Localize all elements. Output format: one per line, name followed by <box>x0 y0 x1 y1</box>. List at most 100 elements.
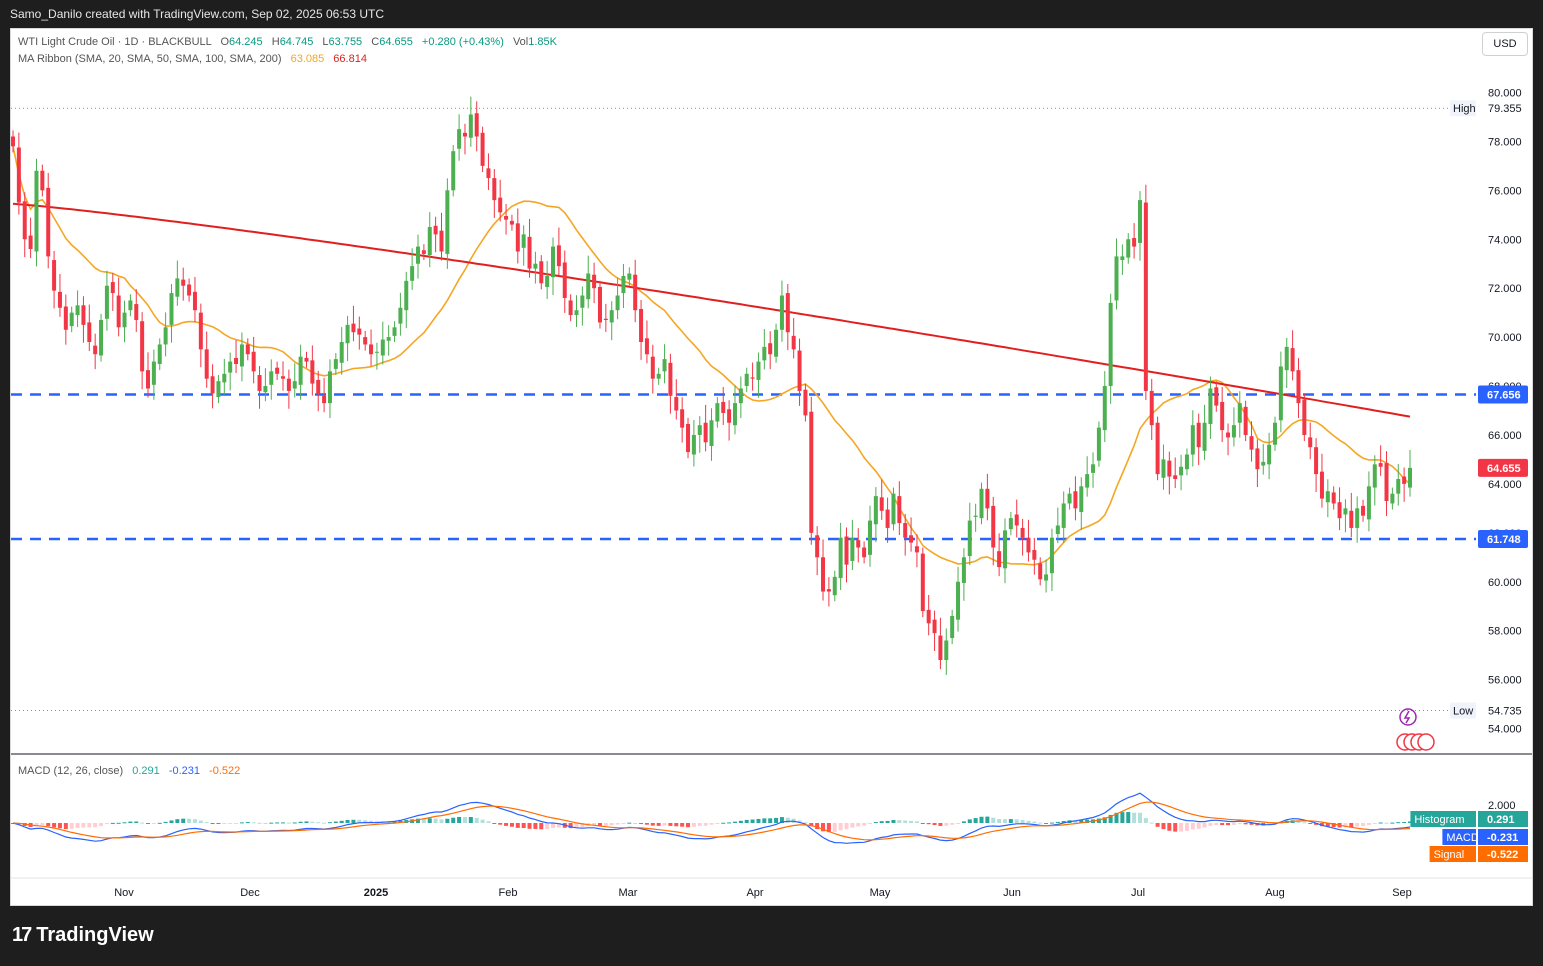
macd-histogram-bar <box>991 817 996 823</box>
macd-histogram-bar <box>1349 823 1354 828</box>
price-axis-tick: 60.000 <box>1488 577 1522 589</box>
ma-label[interactable]: MA Ribbon (SMA, 20, SMA, 50, SMA, 100, S… <box>18 53 282 65</box>
candle-body <box>668 362 673 396</box>
candle-body <box>656 373 661 379</box>
macd-histogram-bar <box>416 818 421 823</box>
low-value: 63.755 <box>328 36 363 48</box>
macd-histogram-bar <box>944 823 949 826</box>
candle-body <box>187 284 192 296</box>
macd-histogram-bar <box>210 823 215 824</box>
macd-histogram-bar <box>228 823 233 824</box>
candle-body <box>738 388 743 404</box>
macd-histogram-bar <box>327 822 332 824</box>
macd-tag-value: -0.231 <box>1487 832 1518 844</box>
candle-body <box>486 168 491 179</box>
macd-line <box>12 792 1411 844</box>
chart-frame[interactable] <box>10 28 1533 906</box>
macd-histogram-bar <box>1249 823 1254 825</box>
macd-label[interactable]: MACD (12, 26, close) <box>18 765 124 777</box>
currency-button[interactable]: USD <box>1482 32 1528 56</box>
macd-histogram-bar <box>1044 823 1049 824</box>
macd-histogram-bar <box>803 822 808 824</box>
macd-histogram-bar <box>468 817 473 823</box>
macd-histogram-bar <box>515 823 520 828</box>
macd-histogram-bar <box>1143 818 1148 823</box>
time-axis-label: 2025 <box>364 887 388 899</box>
macd-legend: MACD (12, 26, close) 0.291 -0.231 -0.522 <box>18 765 240 777</box>
candle-body <box>1372 464 1377 488</box>
macd-tag-name-box <box>1410 811 1476 827</box>
tradingview-brand[interactable]: 17 TradingView <box>12 924 154 947</box>
macd-histogram-bar <box>116 822 121 824</box>
macd-histogram-bar <box>292 822 297 824</box>
candle-body <box>46 187 51 257</box>
candle-body <box>838 537 843 579</box>
macd-signal-line <box>12 801 1411 841</box>
macd-histogram-bar <box>1378 822 1383 824</box>
macd-histogram-bar <box>762 818 767 823</box>
symbol-label[interactable]: WTI Light Crude Oil · 1D · BLACKBULL <box>18 36 212 48</box>
candle-body <box>404 280 409 311</box>
macd-histogram-bar <box>603 823 608 826</box>
macd-histogram-bar <box>351 819 356 823</box>
candle-body <box>1014 514 1019 526</box>
macd-histogram-bar <box>1079 819 1084 823</box>
macd-histogram-bar <box>93 823 98 828</box>
macd-histogram-bar <box>938 823 943 826</box>
macd-histogram-bar <box>163 821 168 823</box>
macd-histogram-bar <box>879 821 884 823</box>
candle-body <box>57 291 62 308</box>
close-value: 64.655 <box>379 36 413 48</box>
macd-histogram-bar <box>1314 823 1319 825</box>
macd-histogram-bar <box>427 818 432 823</box>
macd-histogram-bar <box>1167 823 1172 831</box>
candle-body <box>140 321 145 372</box>
macd-histogram-bar <box>198 820 203 823</box>
candle-body <box>580 295 585 308</box>
candle-body <box>938 635 943 661</box>
macd-histogram-bar <box>1243 823 1248 825</box>
macd-tag-value-box <box>1478 829 1528 845</box>
candle-body <box>1331 492 1336 504</box>
macd-histogram-bar <box>862 823 867 826</box>
candle-body <box>1278 366 1283 421</box>
macd-histogram-bar <box>551 823 556 828</box>
candle-body <box>709 420 714 446</box>
level-tag-box <box>1478 529 1528 548</box>
macd-histogram-bar <box>187 818 192 823</box>
macd-histogram-bar <box>779 817 784 823</box>
candle-body <box>674 397 679 411</box>
time-axis-label: Apr <box>746 887 763 899</box>
macd-histogram-bar <box>169 820 174 823</box>
macd-histogram-bar <box>1061 821 1066 823</box>
macd-histogram-bar <box>339 820 344 823</box>
candle-body <box>386 337 391 341</box>
candle-body <box>961 557 966 583</box>
macd-histogram-bar <box>639 823 644 824</box>
candle-body <box>586 273 591 300</box>
ma-value-2: 66.814 <box>333 53 367 65</box>
price-legend: WTI Light Crude Oil · 1D · BLACKBULL O64… <box>18 36 557 48</box>
candle-body <box>1167 460 1172 477</box>
candle-body <box>562 262 567 298</box>
candle-body <box>1255 448 1260 470</box>
macd-tag-value-box <box>1478 846 1528 862</box>
macd-histogram-bar <box>914 821 919 823</box>
candle-body <box>715 403 720 422</box>
macd-axis-tick: 2.000 <box>1488 800 1516 812</box>
macd-histogram-bar <box>727 822 732 824</box>
macd-histogram-bar <box>1196 823 1201 829</box>
candle-body <box>509 220 514 225</box>
candle-body <box>997 551 1002 568</box>
candle-body <box>1002 530 1007 569</box>
candle-body <box>427 227 432 256</box>
macd-histogram-bar <box>903 820 908 823</box>
macd-histogram-bar <box>1296 821 1301 823</box>
macd-histogram-bar <box>498 823 503 825</box>
candle-body <box>1302 399 1307 435</box>
candle-body <box>844 536 849 565</box>
macd-histogram-bar <box>1102 817 1107 823</box>
macd-histogram-bar <box>545 823 550 830</box>
candle-body <box>1325 491 1330 503</box>
